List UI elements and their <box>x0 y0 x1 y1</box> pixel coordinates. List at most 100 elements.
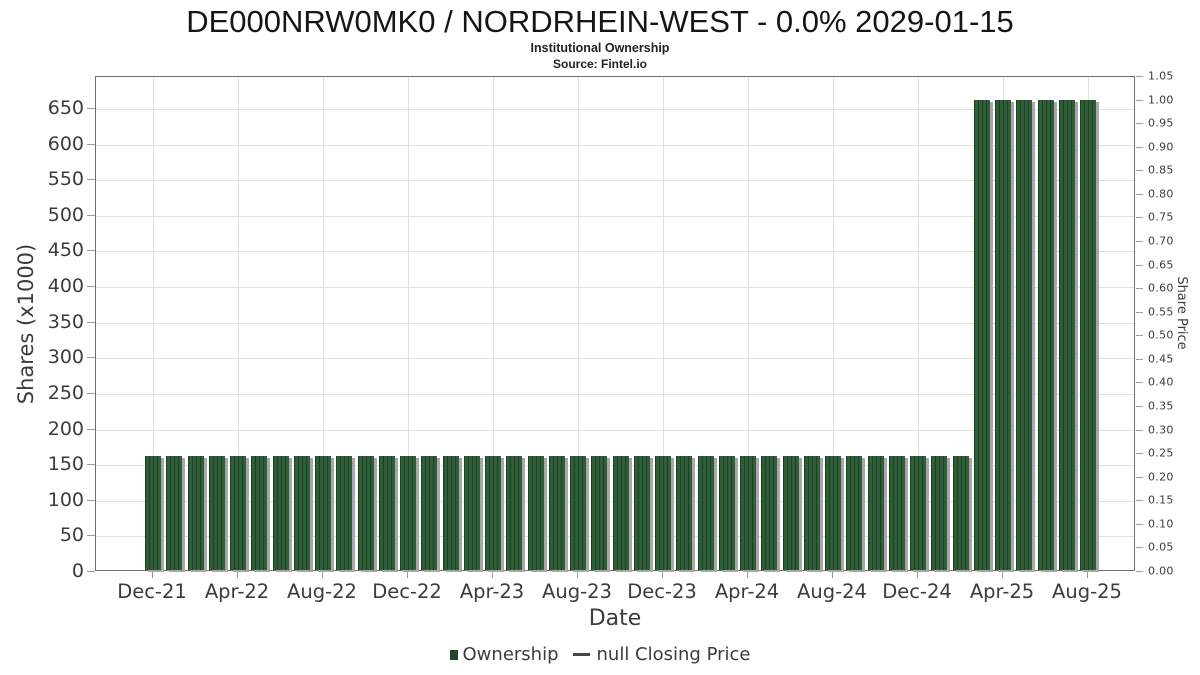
right-axis-tick-label: 0.15 <box>1148 493 1174 507</box>
right-axis-tick-label: 0.70 <box>1148 234 1174 248</box>
right-axis-tick-mark <box>1136 217 1143 219</box>
chart-subtitle: Institutional Ownership <box>530 41 670 55</box>
ownership-bar <box>378 456 395 570</box>
left-axis-tick-mark <box>87 250 95 252</box>
ownership-bar <box>570 456 586 570</box>
right-axis-tick-label: 0.90 <box>1148 140 1174 154</box>
right-axis-tick-label: 1.05 <box>1148 69 1174 83</box>
right-axis-tick-mark <box>1136 288 1143 290</box>
right-axis-tick-label: 0.20 <box>1148 470 1174 484</box>
left-axis-tick-label: 100 <box>47 488 84 511</box>
right-axis-tick-label: 0.85 <box>1148 163 1174 177</box>
right-axis-tick-mark <box>1136 547 1143 549</box>
ownership-bar <box>485 456 501 570</box>
gridline-horizontal <box>96 322 1134 324</box>
left-axis-tick-mark <box>87 571 95 572</box>
right-axis-tick-label: 0.75 <box>1148 210 1174 224</box>
ownership-bar <box>740 456 756 570</box>
gridline-vertical <box>323 77 324 570</box>
right-axis-tick-label: 0.40 <box>1148 375 1174 389</box>
ownership-bar <box>803 456 820 570</box>
left-axis-tick-mark <box>87 321 95 323</box>
legend-price-label: null Closing Price <box>596 644 751 665</box>
ownership-bar <box>357 456 374 570</box>
ownership-bar <box>187 456 204 570</box>
x-axis-title: Date <box>588 606 642 631</box>
gridline-vertical <box>663 77 664 570</box>
ownership-bar <box>591 456 608 570</box>
x-axis-tick-mark <box>407 572 408 578</box>
x-axis-tick-label: Dec-24 <box>882 580 952 603</box>
left-axis-tick-label: 200 <box>47 417 84 440</box>
right-axis-tick-mark <box>1136 123 1143 125</box>
legend-ownership-swatch-icon <box>449 649 458 660</box>
left-axis-tick-mark <box>87 535 95 537</box>
ownership-bar <box>506 456 523 570</box>
ownership-bar <box>633 456 650 570</box>
ownership-bar <box>145 456 161 570</box>
gridline-vertical <box>578 77 579 570</box>
ownership-bar <box>293 456 310 570</box>
x-axis-tick-mark <box>917 572 918 578</box>
ownership-bar <box>1037 99 1054 570</box>
right-axis-tick-label: 0.50 <box>1148 328 1174 342</box>
gridline-vertical <box>748 77 749 570</box>
right-axis-tick-mark <box>1136 241 1143 242</box>
right-axis-tick-mark <box>1136 311 1143 313</box>
right-axis-tick-label: 0.05 <box>1148 540 1174 554</box>
chart-source-label: Source: Fintel.io <box>552 57 647 71</box>
ownership-bar <box>655 456 671 570</box>
gridline-horizontal <box>96 251 1134 253</box>
right-axis-tick-label: 0.35 <box>1148 399 1174 413</box>
right-axis-tick-mark <box>1136 76 1143 77</box>
ownership-bar <box>336 456 353 570</box>
left-axis-tick-label: 300 <box>47 346 84 369</box>
gridline-vertical <box>833 77 834 570</box>
right-axis-tick-mark <box>1136 406 1143 407</box>
ownership-bar <box>230 456 246 570</box>
ownership-bar <box>272 456 289 570</box>
ownership-bar <box>952 456 969 570</box>
x-axis-tick-mark <box>322 572 323 578</box>
x-axis-tick-mark <box>747 572 748 578</box>
x-axis-tick-mark <box>1002 572 1003 578</box>
gridline-vertical <box>918 77 919 570</box>
x-axis-tick-mark <box>1087 572 1088 578</box>
ownership-bar <box>910 456 926 570</box>
ownership-bar <box>251 456 268 570</box>
right-axis-tick-label: 0.60 <box>1148 281 1174 295</box>
gridline-horizontal <box>96 144 1134 146</box>
ownership-bar <box>782 456 799 570</box>
gridline-horizontal <box>96 109 1134 111</box>
x-axis-tick-mark <box>662 572 663 578</box>
ownership-bar <box>442 456 459 570</box>
x-axis-tick-label: Aug-25 <box>1052 580 1122 603</box>
plot-area <box>95 76 1135 571</box>
x-axis-tick-label: Dec-21 <box>117 580 187 603</box>
right-axis-tick-label: 0.55 <box>1148 305 1174 319</box>
ownership-bar <box>995 99 1011 570</box>
gridline-vertical <box>493 77 494 570</box>
gridline-vertical <box>238 77 239 570</box>
ownership-bar <box>867 456 884 570</box>
x-axis-tick-mark <box>577 572 578 578</box>
ownership-bar <box>527 456 544 570</box>
ownership-bar <box>421 456 438 570</box>
right-axis-tick-label: 0.45 <box>1148 352 1174 366</box>
left-axis-tick-mark <box>87 286 95 288</box>
ownership-bar <box>676 456 693 570</box>
x-axis-tick-mark <box>152 572 153 578</box>
right-axis-tick-mark <box>1136 99 1143 101</box>
left-axis-tick-label: 450 <box>47 239 84 262</box>
right-axis-tick-mark <box>1136 500 1143 502</box>
left-axis-tick-mark <box>87 464 95 466</box>
x-axis-tick-label: Dec-22 <box>372 580 442 603</box>
gridline-horizontal <box>96 393 1134 395</box>
x-axis-tick-mark <box>832 572 833 578</box>
x-axis-tick-label: Aug-24 <box>797 580 867 603</box>
ownership-bar <box>931 456 948 570</box>
x-axis-tick-label: Apr-23 <box>459 580 525 603</box>
left-axis-tick-mark <box>87 357 95 359</box>
legend-ownership-label: Ownership <box>462 644 559 665</box>
